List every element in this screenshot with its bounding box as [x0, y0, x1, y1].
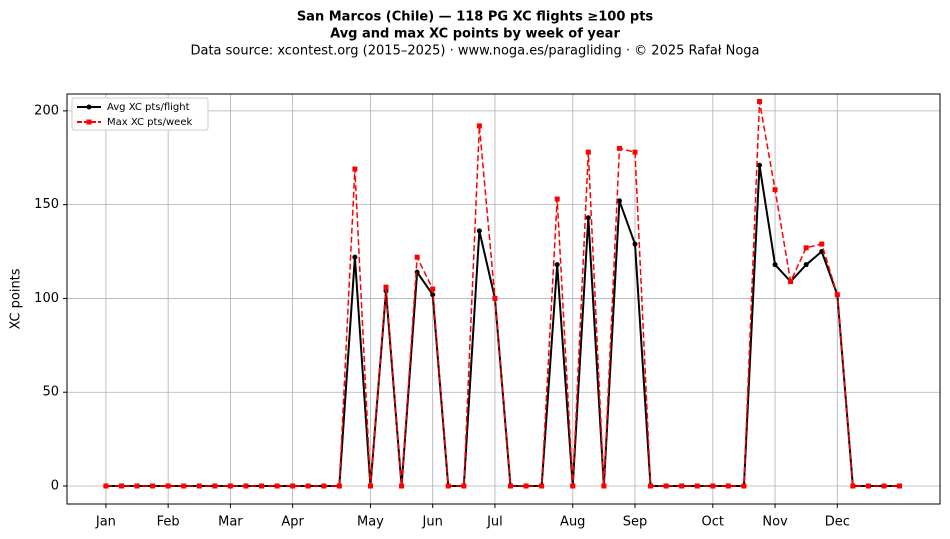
marker	[865, 483, 871, 489]
marker	[881, 483, 887, 489]
legend-marker	[86, 104, 92, 110]
marker	[772, 262, 778, 268]
marker	[476, 228, 482, 234]
legend-label: Max XC pts/week	[107, 117, 192, 128]
y-axis-label: XC points	[9, 268, 24, 329]
x-tick-label: Jul	[486, 515, 503, 530]
marker	[694, 483, 700, 489]
marker	[523, 483, 529, 489]
marker	[492, 295, 498, 301]
marker	[336, 483, 342, 489]
y-tick-label: 100	[34, 291, 59, 306]
x-tick-label: Feb	[157, 515, 180, 530]
marker	[772, 187, 778, 193]
marker	[648, 483, 654, 489]
marker	[616, 145, 622, 151]
x-tick-label: Mar	[218, 515, 243, 530]
marker	[585, 149, 591, 155]
marker	[679, 483, 685, 489]
marker	[383, 284, 389, 290]
x-tick-label: Jan	[95, 515, 116, 530]
marker	[430, 292, 436, 298]
marker	[756, 162, 762, 168]
series-line	[105, 101, 900, 487]
marker	[616, 198, 622, 204]
x-tick-label: May	[357, 515, 384, 530]
chart-title: Avg and max XC points by week of year	[330, 27, 620, 42]
marker	[274, 483, 280, 489]
plot-frame	[66, 93, 941, 505]
marker	[554, 196, 560, 202]
chart-title: San Marcos (Chile) — 118 PG XC flights ≥…	[297, 10, 654, 25]
marker	[476, 123, 482, 129]
marker	[367, 483, 373, 489]
x-tick-label: Aug	[560, 515, 585, 530]
x-tick-label: Apr	[281, 515, 304, 530]
marker	[290, 483, 296, 489]
marker	[103, 483, 109, 489]
marker	[150, 483, 156, 489]
y-tick-label: 200	[34, 103, 59, 118]
marker	[181, 483, 187, 489]
marker	[165, 483, 171, 489]
marker	[819, 241, 825, 247]
marker	[632, 149, 638, 155]
marker	[305, 483, 311, 489]
marker	[803, 245, 809, 251]
marker	[554, 262, 560, 268]
marker	[897, 483, 903, 489]
marker	[834, 292, 840, 298]
marker	[570, 483, 576, 489]
marker	[632, 241, 638, 247]
marker	[725, 483, 731, 489]
marker	[710, 483, 716, 489]
marker	[227, 483, 233, 489]
legend-box	[71, 97, 209, 131]
legend-marker	[86, 119, 92, 125]
legend-label: Avg XC pts/flight	[107, 102, 190, 113]
marker	[461, 483, 467, 489]
y-tick-label: 50	[42, 385, 59, 400]
marker	[663, 483, 669, 489]
marker	[352, 166, 358, 172]
marker	[118, 483, 124, 489]
marker	[445, 483, 451, 489]
marker	[321, 483, 327, 489]
marker	[601, 483, 607, 489]
marker	[134, 483, 140, 489]
x-tick-label: Jun	[422, 515, 443, 530]
series-line	[105, 165, 900, 487]
y-tick-label: 0	[51, 478, 59, 493]
marker	[741, 483, 747, 489]
marker	[539, 483, 545, 489]
x-tick-label: Dec	[825, 515, 850, 530]
marker	[352, 254, 358, 260]
y-tick-label: 150	[34, 197, 59, 212]
marker	[850, 483, 856, 489]
marker	[585, 215, 591, 221]
x-tick-label: Sep	[623, 515, 648, 530]
marker	[788, 279, 794, 285]
marker	[803, 262, 809, 268]
marker	[756, 99, 762, 105]
marker	[399, 483, 405, 489]
marker	[259, 483, 265, 489]
marker	[508, 483, 514, 489]
marker	[243, 483, 249, 489]
chart-subtitle: Data source: xcontest.org (2015–2025) · …	[190, 44, 759, 59]
marker	[414, 254, 420, 260]
x-tick-label: Oct	[702, 515, 724, 530]
marker	[212, 483, 218, 489]
x-tick-label: Nov	[762, 515, 788, 530]
marker	[430, 286, 436, 292]
marker	[196, 483, 202, 489]
